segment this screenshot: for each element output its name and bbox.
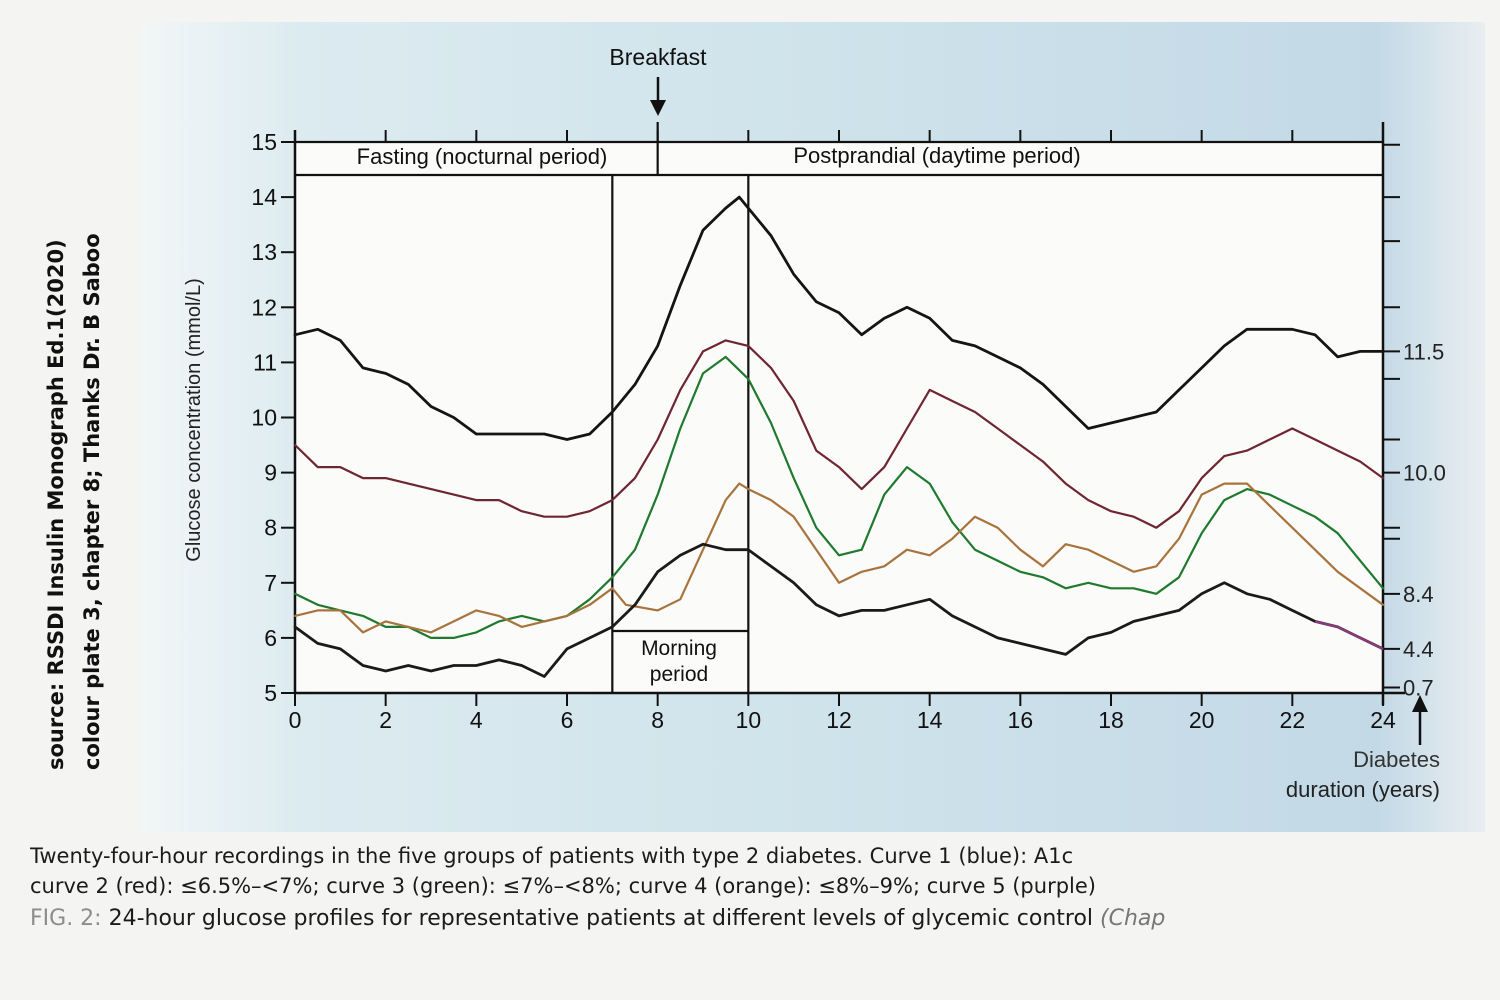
morning-period-label-line1: Morning bbox=[641, 637, 717, 660]
x-tick-label: 4 bbox=[470, 707, 483, 733]
right-axis-labels: 11.5 10.0 8.4 4.4 0.7 bbox=[1403, 339, 1446, 700]
diabetes-duration-arrow-icon bbox=[1412, 695, 1428, 745]
breakfast-arrow-icon bbox=[650, 77, 666, 116]
right-axis-label: 0.7 bbox=[1403, 675, 1434, 700]
diabetes-duration-label-line1: Diabetes bbox=[1353, 747, 1440, 772]
source-note-line2: colour plate 3, chapter 8; Thanks Dr. B … bbox=[80, 233, 104, 770]
y-tick-label: 7 bbox=[264, 570, 277, 596]
series-line-4 bbox=[293, 482, 1385, 634]
y-tick-label: 8 bbox=[264, 515, 277, 541]
y-tick-label: 6 bbox=[264, 625, 277, 651]
y-axis-title: Glucose concentration (mmol/L) bbox=[183, 278, 205, 561]
figure-title: 24-hour glucose profiles for representat… bbox=[108, 906, 1094, 931]
morning-period-label-line2: period bbox=[650, 663, 708, 686]
postprandial-period-label: Postprandial (daytime period) bbox=[793, 143, 1080, 168]
plot-area bbox=[295, 142, 1383, 693]
y-tick-label: 14 bbox=[251, 184, 277, 210]
plot-regions bbox=[295, 142, 1383, 693]
x-tick-label: 22 bbox=[1280, 707, 1306, 733]
figure-title-tail: (Chap bbox=[1100, 906, 1166, 931]
right-axis-label: 4.4 bbox=[1403, 637, 1434, 662]
y-tick-label: 13 bbox=[251, 239, 277, 265]
x-tick-label: 0 bbox=[289, 707, 302, 733]
x-tick-label: 12 bbox=[826, 707, 852, 733]
x-tick-label: 14 bbox=[917, 707, 943, 733]
series-layer bbox=[293, 195, 1385, 678]
y-tick-label: 15 bbox=[251, 129, 277, 155]
x-tick-label: 24 bbox=[1370, 707, 1396, 733]
caption-line3: FIG. 2: 24-hour glucose profiles for rep… bbox=[30, 906, 1165, 931]
series-line-5 bbox=[293, 542, 1385, 678]
right-axis-label: 10.0 bbox=[1403, 461, 1446, 486]
figure-number: FIG. 2: bbox=[30, 906, 102, 931]
fasting-period-label: Fasting (nocturnal period) bbox=[357, 144, 608, 169]
x-tick-label: 20 bbox=[1189, 707, 1215, 733]
series-line-1 bbox=[293, 195, 1385, 441]
series-line-5-tail bbox=[1314, 620, 1384, 650]
x-tick-label: 2 bbox=[379, 707, 392, 733]
y-tick-label: 12 bbox=[251, 294, 277, 320]
caption-line2: curve 2 (red): ≤6.5%–<7%; curve 3 (green… bbox=[30, 874, 1096, 898]
source-note: source: RSSDI Insulin Monograph Ed.1(202… bbox=[0, 80, 140, 780]
x-tick-label: 10 bbox=[736, 707, 762, 733]
y-tick-label: 10 bbox=[251, 405, 277, 431]
series-line-2 bbox=[293, 339, 1385, 529]
right-axis-label: 8.4 bbox=[1403, 582, 1434, 607]
x-tick-label: 8 bbox=[651, 707, 664, 733]
x-tick-label: 6 bbox=[561, 707, 574, 733]
caption-line1: Twenty-four-hour recordings in the five … bbox=[30, 844, 1074, 868]
x-tick-labels: 0 2 4 6 8 10 12 14 16 18 20 22 24 bbox=[289, 707, 1396, 733]
y-tick-label: 9 bbox=[264, 460, 277, 486]
x-tick-label: 16 bbox=[1008, 707, 1034, 733]
y-tick-label: 5 bbox=[264, 680, 277, 706]
y-tick-label: 11 bbox=[253, 349, 277, 375]
y-tick-labels: 5 6 7 8 9 10 11 12 13 14 15 bbox=[251, 129, 277, 706]
axes bbox=[281, 122, 1405, 706]
figure-caption: Twenty-four-hour recordings in the five … bbox=[30, 842, 1500, 952]
source-note-line1: source: RSSDI Insulin Monograph Ed.1(202… bbox=[44, 239, 68, 770]
diabetes-duration-label-line2: duration (years) bbox=[1286, 777, 1440, 802]
x-tick-label: 18 bbox=[1098, 707, 1124, 733]
series-line-3 bbox=[293, 355, 1385, 639]
right-axis-label: 11.5 bbox=[1403, 339, 1444, 364]
breakfast-label: Breakfast bbox=[609, 44, 707, 70]
